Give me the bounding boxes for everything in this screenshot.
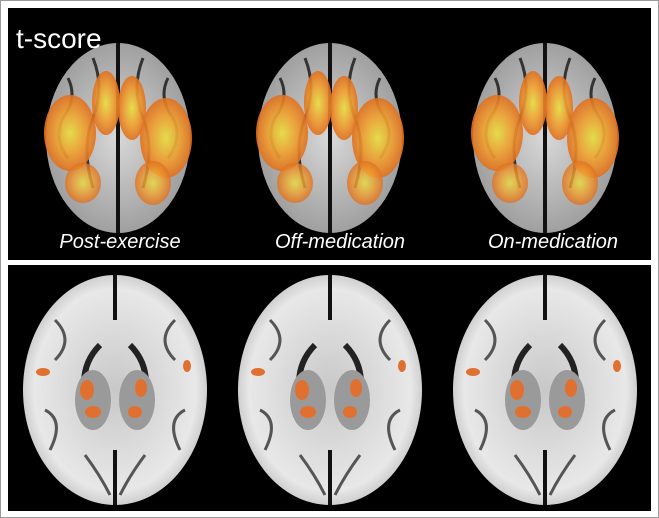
condition-label: On-medication xyxy=(488,231,618,253)
brain-bottom-3 xyxy=(453,275,637,505)
brain-bottom-2 xyxy=(238,275,422,505)
brain-bottom-1 xyxy=(23,275,207,505)
title: t-score xyxy=(16,23,102,54)
condition-label: Off-medication xyxy=(275,231,405,253)
condition-label: Post-exercise xyxy=(59,231,180,253)
